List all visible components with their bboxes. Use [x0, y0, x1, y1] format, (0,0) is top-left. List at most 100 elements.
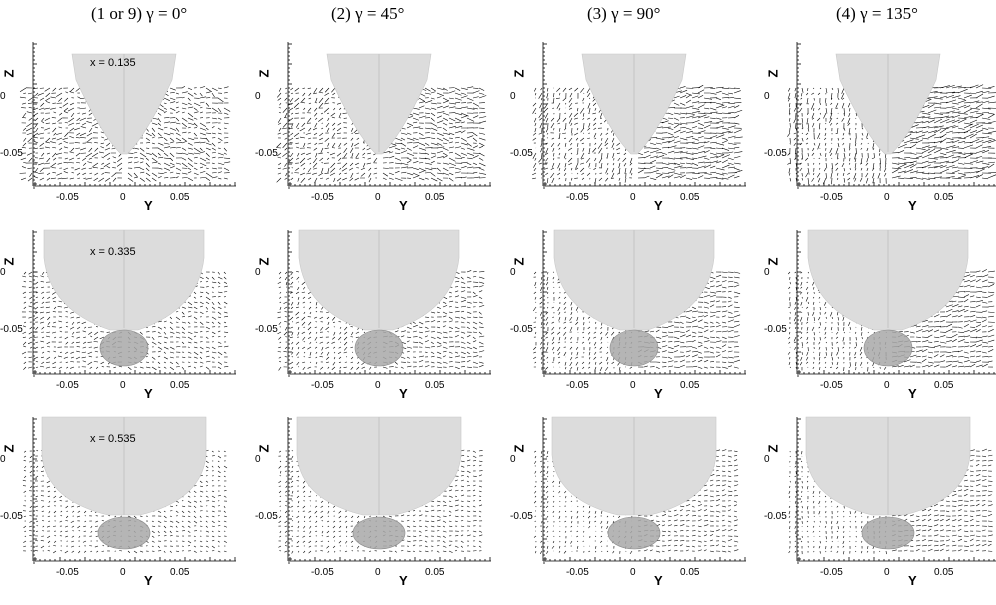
y-tick-label: -0.05: [311, 567, 334, 578]
velocity-panel: 0 -0.05 -0.05 0 0.05 Z Y: [510, 228, 748, 401]
z-axis-label: Z: [1, 69, 17, 78]
bulb-section: [861, 516, 915, 550]
y-tick-label: 0: [375, 567, 381, 578]
z-axis-label: Z: [256, 257, 272, 266]
y-tick-label: 0: [884, 380, 890, 391]
column-title-4: (4) γ = 135°: [836, 4, 918, 23]
axis-frame: [796, 417, 996, 564]
y-tick-label: 0.05: [170, 380, 190, 391]
z-tick-label: -0.05: [255, 148, 278, 159]
panel-plot: [787, 229, 996, 377]
z-tick-label: 0: [510, 91, 516, 102]
column-title-3: (3) γ = 90°: [587, 4, 661, 23]
y-tick-label: 0.05: [425, 380, 445, 391]
axis-frame: [287, 42, 491, 189]
y-axis-label: Y: [144, 386, 153, 401]
y-tick-label: 0.05: [934, 380, 954, 391]
y-tick-label: -0.05: [566, 380, 589, 391]
bulb-section: [99, 329, 149, 367]
section-x-label: x = 0.535: [90, 433, 136, 445]
axis-frame: [542, 230, 746, 377]
z-tick-label: 0: [510, 267, 516, 278]
velocity-panel: 0 -0.05 -0.05 0 0.05 Z Y: [764, 415, 996, 588]
velocity-panel: 0 -0.05 -0.05 0 0.05 Z Y: [764, 40, 996, 213]
y-axis-label: Y: [399, 198, 408, 213]
section-x-label: x = 0.335: [90, 246, 136, 258]
z-axis-label: Z: [1, 444, 17, 453]
y-tick-label: -0.05: [820, 380, 843, 391]
z-tick-label: -0.05: [255, 511, 278, 522]
y-tick-label: -0.05: [56, 192, 79, 203]
y-tick-label: 0.05: [425, 192, 445, 203]
z-tick-label: -0.05: [255, 324, 278, 335]
z-tick-label: 0: [0, 454, 6, 465]
z-tick-label: 0: [0, 267, 6, 278]
column-title-2: (2) γ = 45°: [331, 4, 405, 23]
y-tick-label: -0.05: [820, 567, 843, 578]
axis-frame: [32, 230, 236, 377]
bulb-section: [863, 329, 913, 367]
y-tick-label: 0: [884, 192, 890, 203]
panel-plot: [787, 42, 996, 189]
z-axis-label: Z: [765, 444, 781, 453]
bulb-section: [609, 329, 659, 367]
panel-plot: [278, 416, 491, 564]
y-tick-label: 0: [120, 567, 126, 578]
velocity-panel: 0 -0.05 -0.05 0 0.05 Z Y: [255, 228, 493, 401]
z-tick-label: 0: [510, 454, 516, 465]
panel-plot: [788, 416, 996, 564]
z-tick-label: 0: [255, 454, 261, 465]
z-tick-label: 0: [764, 91, 770, 102]
y-tick-label: -0.05: [820, 192, 843, 203]
panel-plot: [532, 229, 746, 377]
velocity-panel: 0 -0.05 -0.05 0 0.05 Z Y: [255, 415, 493, 588]
y-tick-label: -0.05: [311, 192, 334, 203]
z-axis-label: Z: [765, 69, 781, 78]
y-tick-label: 0.05: [680, 380, 700, 391]
section-x-label: x = 0.135: [90, 57, 136, 69]
y-tick-label: -0.05: [566, 567, 589, 578]
z-tick-label: 0: [0, 91, 6, 102]
panel-plot: [533, 416, 746, 564]
y-tick-label: 0.05: [680, 192, 700, 203]
z-tick-label: -0.05: [510, 324, 533, 335]
y-axis-label: Y: [654, 573, 663, 588]
z-axis-label: Z: [511, 444, 527, 453]
y-axis-label: Y: [654, 386, 663, 401]
y-axis-label: Y: [399, 386, 408, 401]
y-tick-label: 0.05: [934, 192, 954, 203]
z-tick-label: -0.05: [0, 324, 23, 335]
z-tick-label: -0.05: [764, 324, 787, 335]
velocity-panel: 0 -0.05 -0.05 0 0.05 Z Y: [255, 40, 493, 213]
y-tick-label: 0: [630, 192, 636, 203]
y-tick-label: 0: [375, 380, 381, 391]
z-tick-label: -0.05: [510, 148, 533, 159]
z-tick-label: -0.05: [0, 511, 23, 522]
panel-plot: [277, 229, 491, 377]
y-tick-label: 0.05: [934, 567, 954, 578]
y-axis-label: Y: [908, 573, 917, 588]
axis-frame: [542, 42, 746, 189]
panel-plot: [276, 42, 491, 189]
axis-frame: [287, 230, 491, 377]
z-tick-label: -0.05: [0, 148, 23, 159]
axis-frame: [796, 230, 996, 377]
z-axis-label: Z: [511, 69, 527, 78]
panel-plot: [22, 416, 236, 564]
y-axis-label: Y: [908, 386, 917, 401]
velocity-panel: 0 -0.05 -0.05 0 0.05 Z Y: [510, 40, 748, 213]
bulb-section: [352, 516, 406, 550]
z-axis-label: Z: [256, 69, 272, 78]
y-tick-label: 0: [120, 380, 126, 391]
y-tick-label: 0: [630, 567, 636, 578]
y-tick-label: -0.05: [56, 567, 79, 578]
panel-plot: [21, 229, 236, 377]
panel-plot: [19, 42, 236, 189]
y-tick-label: 0.05: [680, 567, 700, 578]
y-tick-label: 0: [375, 192, 381, 203]
y-axis-label: Y: [144, 198, 153, 213]
bulb-section: [97, 516, 151, 550]
z-axis-label: Z: [256, 444, 272, 453]
y-axis-label: Y: [654, 198, 663, 213]
